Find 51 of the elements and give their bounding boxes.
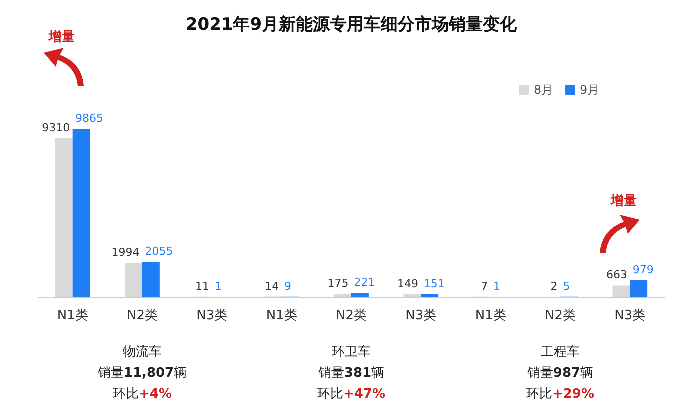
x-tick-label: N2类 [336,308,367,324]
data-label: 149 [397,277,418,290]
data-label: 9 [284,280,292,293]
x-tick-label: N1类 [475,308,506,324]
text: 销量381辆 [318,365,385,382]
text: 环比+47% [317,386,386,403]
data-label: 9310 [42,121,70,134]
data-label: 11 [195,280,210,293]
data-label: 2055 [145,245,174,258]
bar [334,294,352,297]
data-label: 151 [424,277,445,290]
x-tick-label: N2类 [127,308,158,324]
x-tick-label: N3类 [196,308,228,324]
x-tick-label: N1类 [266,308,298,324]
legend-label: 8月 [534,83,554,97]
data-label: 979 [632,263,654,276]
data-label: 1 [494,280,501,293]
data-label: 5 [563,280,570,293]
text: 物流车 [123,344,162,361]
data-label: 1994 [112,246,140,260]
data-label: 1 [214,280,222,293]
text: 增量 [49,29,75,46]
legend-label: 9月 [580,83,600,97]
bar [352,293,369,297]
text: 销量987辆 [527,365,594,382]
bar [421,294,439,297]
bar [72,129,90,297]
text: 环比+4% [113,386,172,403]
text: 环比+29% [526,386,595,403]
data-label: 14 [265,280,280,293]
data-label: 2 [550,280,558,293]
bar [630,280,648,297]
x-tick-label: N2类 [545,308,576,324]
x-tick-label: N3类 [614,308,646,324]
x-tick-label: N3类 [406,308,437,324]
bar [404,294,422,297]
text: 工程车 [541,344,580,361]
data-label: 7 [481,280,488,293]
text: 销量11,807辆 [98,365,188,382]
chart-title: 2021年9月新能源专用车细分市场销量变化 [186,15,518,35]
data-label: 221 [354,276,376,290]
bar [612,286,630,297]
data-label: 175 [328,277,349,290]
x-tick-label: N1类 [57,308,88,324]
bar [125,263,142,297]
data-label: 663 [606,268,628,282]
data-label: 9865 [76,112,104,125]
text: 环卫车 [332,344,371,361]
bar [55,138,73,297]
bar [142,262,160,297]
annotation: 增量 [611,193,637,210]
